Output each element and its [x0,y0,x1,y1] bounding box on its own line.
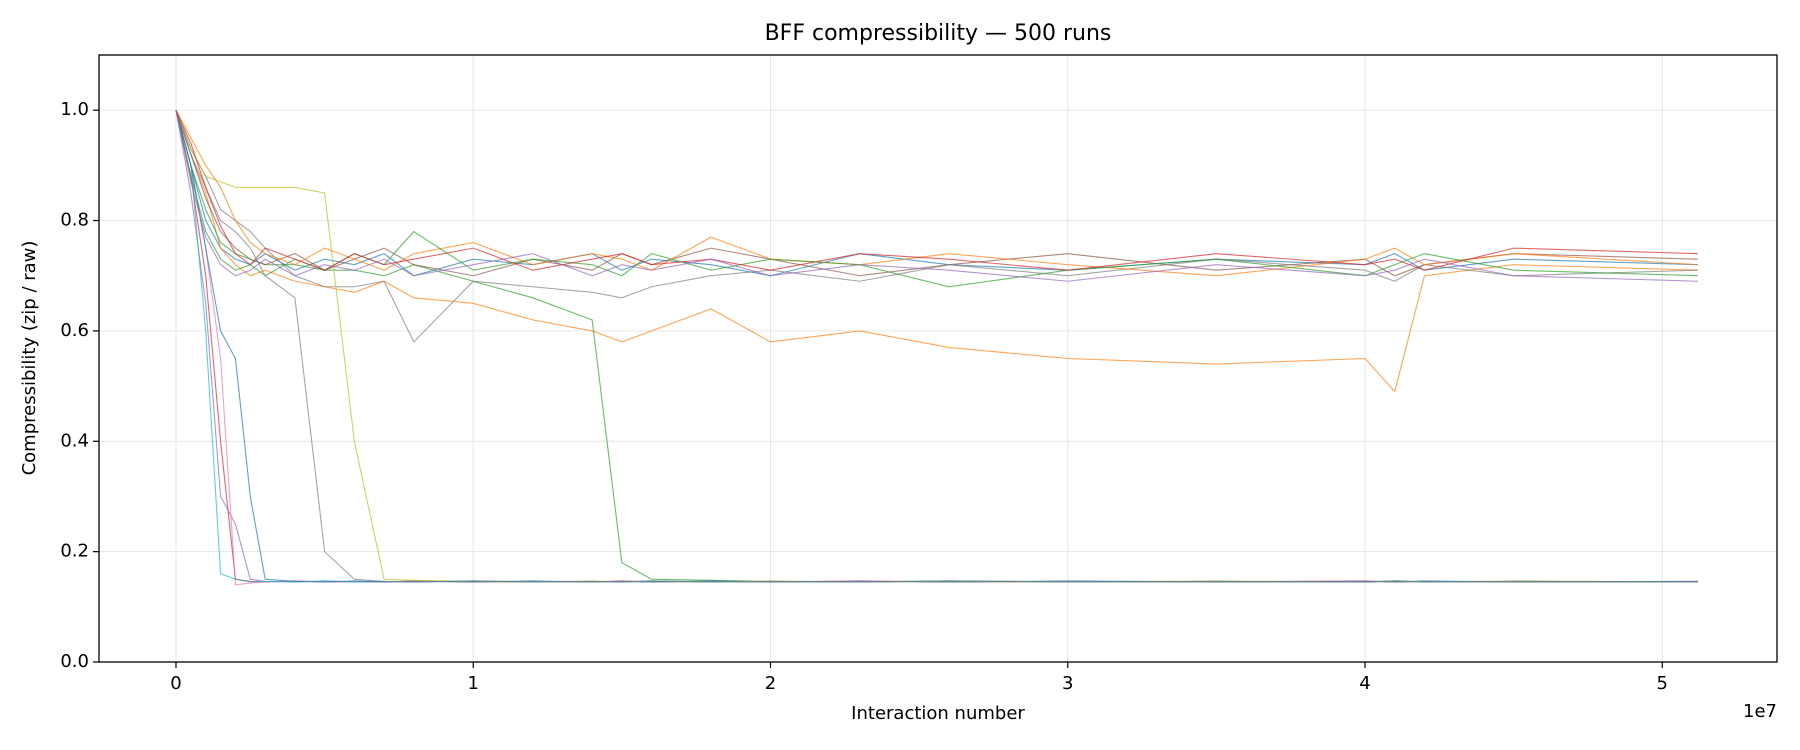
x-axis-label: Interaction number [851,703,1025,724]
run-line [175,109,1698,583]
x-tick-label: 1 [468,673,479,694]
run-line [175,110,1698,583]
runs [175,109,1698,586]
y-tick-label: 0.4 [60,430,89,451]
run-line [175,110,1698,277]
y-tick-label: 1.0 [60,99,89,120]
run-line [175,109,1698,343]
run-line [175,110,1698,282]
run-line [175,110,1698,583]
grid-layer [99,55,1777,663]
x-tick-label: 3 [1062,673,1073,694]
run-line [175,110,1698,583]
y-tick-label: 0.8 [60,210,89,231]
y-tick-label: 0.2 [60,541,89,562]
x-tick-label: 4 [1359,673,1370,694]
x-tick-label: 5 [1657,673,1668,694]
chart-title: BFF compressibility — 500 runs [765,21,1112,46]
y-tick-label: 0.6 [60,320,89,341]
run-line [175,110,1698,583]
run-line [175,109,1698,277]
y-tick-label: 0.0 [60,651,89,672]
x-tick-label: 0 [170,673,181,694]
x-offset-label: 1e7 [1743,701,1777,722]
plot-frame [98,54,1778,663]
run-line [175,110,1698,586]
run-line [175,110,1698,583]
x-tick-label: 2 [765,673,776,694]
run-line [175,110,1698,288]
y-axis-label: Compressibility (zip / raw) [19,241,40,476]
run-line [175,110,1698,393]
run-line [175,110,1698,583]
run-line [175,110,1698,277]
run-line [175,109,1698,271]
